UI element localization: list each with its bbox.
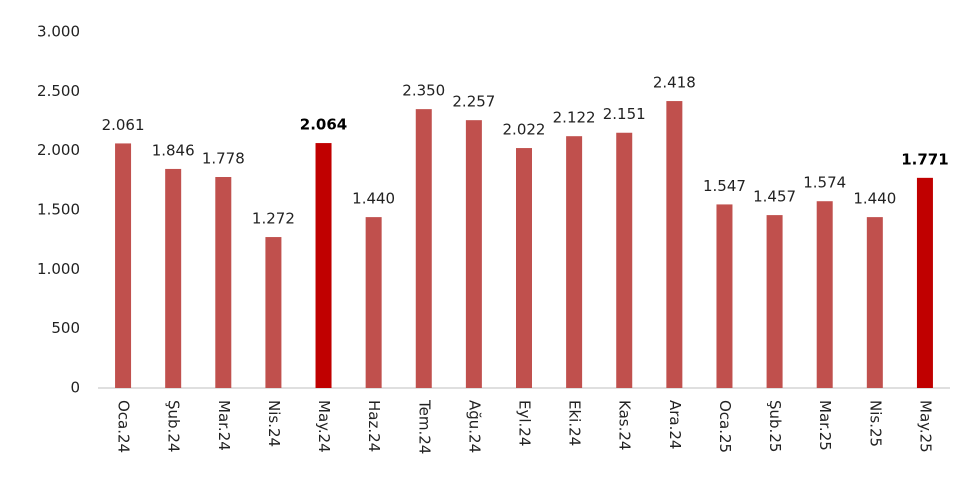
x-tick-label: Mar.25 [816, 400, 834, 451]
bar [415, 109, 432, 388]
value-label: 2.064 [300, 116, 347, 134]
bar [766, 215, 783, 388]
value-label: 1.457 [753, 188, 796, 206]
x-tick-label: Eki.24 [566, 400, 584, 446]
x-tick-label: Tem.24 [415, 399, 433, 454]
value-label: 1.778 [202, 150, 245, 168]
x-tick-label: Mar.24 [215, 400, 233, 451]
x-tick-label: May.24 [315, 400, 333, 453]
x-tick-label: Nis.24 [265, 400, 283, 447]
bar [115, 143, 132, 388]
value-label: 1.846 [152, 141, 195, 159]
value-label: 2.350 [402, 82, 445, 100]
y-tick-label: 2.500 [37, 82, 80, 100]
value-label: 2.122 [553, 109, 596, 127]
value-label: 2.257 [452, 93, 495, 111]
x-tick-label: Şub.24 [165, 400, 183, 452]
y-tick-label: 1.500 [37, 201, 80, 219]
bar [916, 177, 933, 388]
bar [165, 168, 182, 388]
bar [215, 177, 232, 388]
bar [866, 217, 883, 388]
x-tick-label: Nis.25 [866, 400, 884, 447]
x-tick-label: May.25 [916, 400, 934, 453]
bar [265, 237, 282, 388]
x-tick-label: Şub.25 [766, 400, 784, 452]
y-tick-label: 500 [51, 319, 80, 337]
value-label: 2.418 [653, 74, 696, 92]
bar [465, 120, 482, 388]
bar [365, 217, 382, 388]
x-tick-label: Ara.24 [666, 400, 684, 449]
value-label: 1.771 [901, 150, 948, 168]
bar [666, 101, 683, 389]
y-tick-label: 0 [70, 379, 80, 397]
value-label: 2.061 [102, 116, 145, 134]
value-label: 1.547 [703, 177, 746, 195]
y-tick-label: 2.000 [37, 141, 80, 159]
bar [616, 132, 633, 388]
value-label: 2.022 [503, 121, 546, 139]
value-label: 1.440 [352, 190, 395, 208]
value-label: 1.272 [252, 210, 295, 228]
x-tick-label: Oca.25 [716, 400, 734, 453]
x-tick-label: Kas.24 [616, 400, 634, 450]
bar [566, 136, 583, 388]
y-tick-label: 3.000 [37, 23, 80, 41]
x-tick-label: Oca.24 [115, 400, 133, 453]
bar [816, 201, 833, 388]
x-tick-label: Ağu.24 [465, 400, 483, 453]
x-tick-label: Eyl.24 [516, 400, 534, 446]
value-label: 1.440 [853, 190, 896, 208]
bar [716, 204, 733, 388]
value-label: 1.574 [803, 174, 846, 192]
bar [315, 143, 332, 388]
value-label: 2.151 [603, 105, 646, 123]
bar [516, 148, 532, 388]
x-tick-label: Haz.24 [365, 400, 383, 452]
y-tick-label: 1.000 [37, 260, 80, 278]
